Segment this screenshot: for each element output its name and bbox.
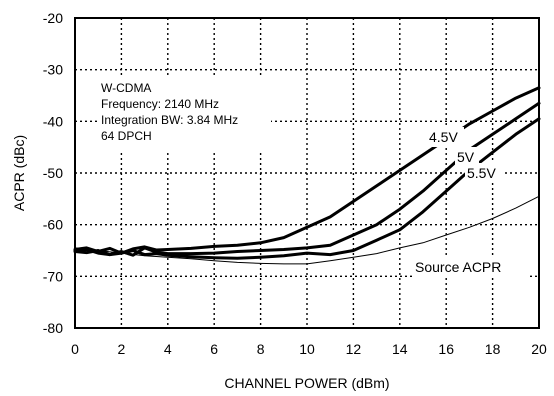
label-bg-source <box>412 257 528 277</box>
x-tick-label: 20 <box>531 341 547 357</box>
series-label-4-5v: 4.5V <box>429 129 458 145</box>
tick-layer: 0 2 4 6 8 10 12 14 16 18 20 -80 -70 -60 -50 -40 -30 -20 <box>43 10 547 357</box>
series-line-source-acpr <box>74 195 540 265</box>
x-tick-label: 6 <box>210 341 218 357</box>
series-label-source-acpr: Source ACPR <box>415 259 501 275</box>
y-tick-label: -20 <box>43 10 63 26</box>
label-layer: 4.5V 5V 5.5V Source ACPR <box>412 127 528 277</box>
label-bg-5v <box>455 147 479 167</box>
annotation-background <box>99 78 271 152</box>
x-tick-label: 16 <box>438 341 454 357</box>
x-tick-label: 8 <box>257 341 265 357</box>
y-tick-label: -50 <box>43 165 63 181</box>
annotation-line-3: Integration BW: 3.84 MHz <box>101 113 238 127</box>
x-tick-label: 2 <box>118 341 126 357</box>
label-bg-5-5v <box>465 163 503 183</box>
x-tick-label: 10 <box>299 341 315 357</box>
y-axis-title: ACPR (dBc) <box>11 135 27 211</box>
plot-frame <box>74 17 540 329</box>
x-tick-label: 0 <box>71 341 79 357</box>
y-tick-label: -80 <box>43 320 63 336</box>
label-bg-4-5v <box>426 127 464 147</box>
y-tick-label: -30 <box>43 62 63 78</box>
y-tick-label: -60 <box>43 217 63 233</box>
annotation-box: W-CDMA Frequency: 2140 MHz Integration B… <box>99 78 271 152</box>
x-axis-title: CHANNEL POWER (dBm) <box>224 375 389 391</box>
annotation-line-4: 64 DPCH <box>101 129 152 143</box>
series-line-5v <box>73 101 541 257</box>
x-tick-label: 18 <box>485 341 501 357</box>
y-tick-label: -40 <box>43 113 63 129</box>
x-tick-label: 4 <box>164 341 172 357</box>
x-tick-label: 12 <box>346 341 362 357</box>
y-tick-label: -70 <box>43 268 63 284</box>
annotation-line-1: W-CDMA <box>101 81 151 95</box>
x-tick-label: 14 <box>392 341 408 357</box>
series-label-5v: 5V <box>457 149 475 165</box>
series-label-5-5v: 5.5V <box>467 165 496 181</box>
annotation-line-2: Frequency: 2140 MHz <box>101 97 219 111</box>
